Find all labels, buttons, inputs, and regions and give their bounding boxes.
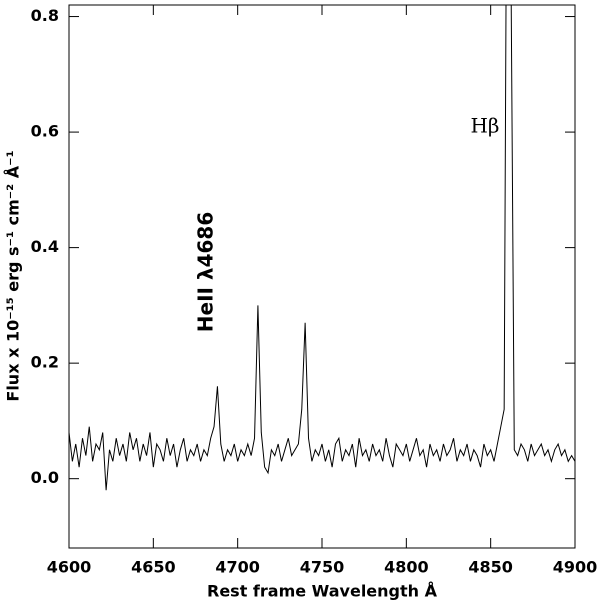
x-tick-label: 4850	[468, 558, 513, 577]
x-tick-label: 4750	[300, 558, 345, 577]
y-tick-label: 0.8	[31, 6, 59, 25]
y-tick-label: 0.6	[31, 122, 59, 141]
plot-frame	[68, 4, 576, 549]
annotation: Hβ	[470, 114, 499, 138]
spectrum-line	[69, 5, 575, 491]
y-tick-label: 0.0	[31, 468, 59, 487]
x-tick-label: 4700	[215, 558, 260, 577]
annotation: HeII λ4686	[194, 212, 218, 332]
y-tick-label: 0.4	[31, 237, 59, 256]
x-tick-label: 4800	[384, 558, 429, 577]
x-tick-label: 4900	[553, 558, 598, 577]
x-tick-label: 4600	[47, 558, 92, 577]
y-tick-label: 0.2	[31, 353, 59, 372]
x-tick-label: 4650	[131, 558, 176, 577]
x-axis-label: Rest frame Wavelength Å	[207, 582, 438, 601]
y-axis-label: Flux x 10⁻¹⁵ erg s⁻¹ cm⁻² Å⁻¹	[4, 150, 23, 401]
